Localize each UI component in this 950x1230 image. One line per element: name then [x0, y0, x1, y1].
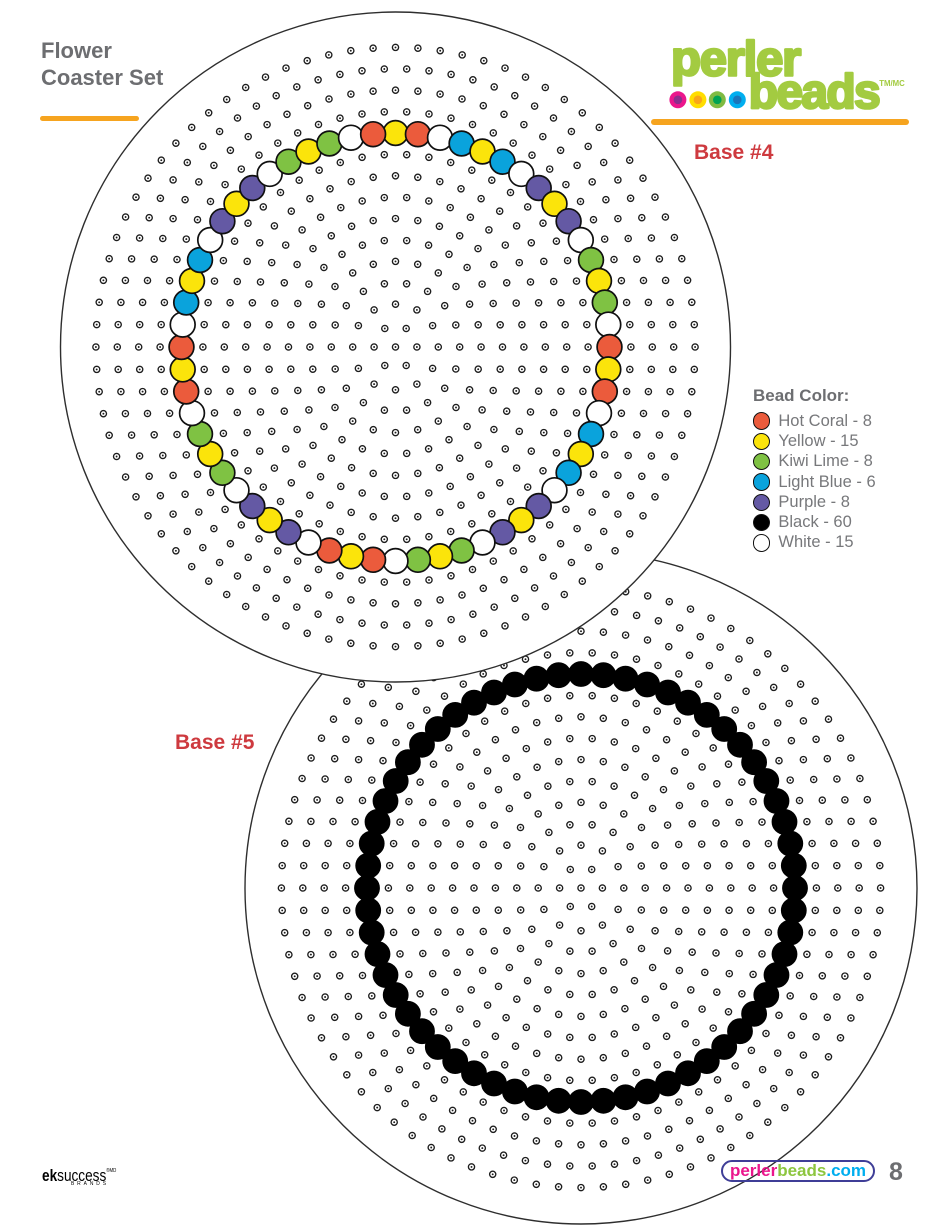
- svg-text:beads: beads: [749, 66, 879, 119]
- svg-text:perler: perler: [671, 33, 801, 87]
- svg-text:TM/MC: TM/MC: [879, 79, 905, 88]
